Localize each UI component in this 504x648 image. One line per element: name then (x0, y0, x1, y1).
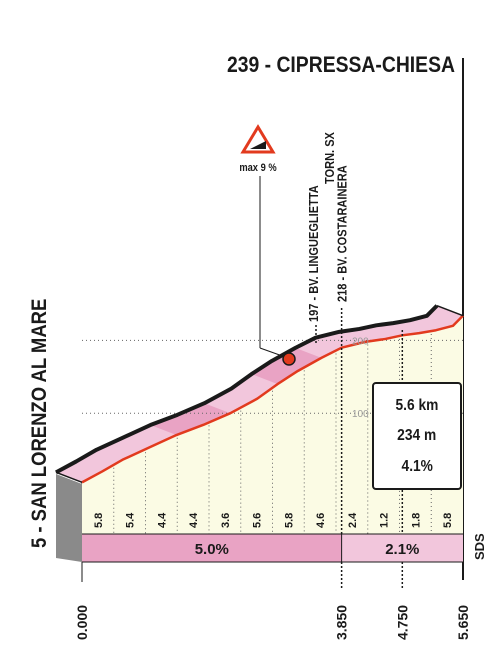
segment-gradient-2: 4.4 (156, 512, 168, 528)
profile-fill (56, 305, 463, 534)
summary-gradient: 4.1% (401, 457, 433, 475)
sector-gradient-label-1: 2.1% (385, 541, 419, 558)
segment-gradient-11: 5.8 (442, 513, 454, 528)
segment-gradient-7: 4.6 (315, 513, 327, 528)
segment-gradient-5: 5.6 (252, 513, 264, 528)
segment-gradient-10: 1.8 (410, 513, 422, 528)
grid-dots (82, 334, 463, 534)
climb-summary-box: 5.6 km 234 m 4.1% (372, 382, 462, 490)
waypoint-label-0: 197 - BV. LINGUEGLIETTA (306, 185, 321, 322)
waypoint-sublabel-0: TORN. SX (322, 132, 337, 184)
segment-gradient-9: 1.2 (379, 513, 391, 528)
segment-gradient-1: 5.4 (125, 512, 137, 528)
distance-label-0: 0.000 (74, 605, 90, 640)
road-front-edge (81, 314, 464, 484)
slope-icon (250, 141, 266, 149)
segment-gradient-labels: 5.8 5.4 4.4 4.4 3.6 5.6 5.8 4.6 2.4 1.2 1.8 5.8 (93, 512, 454, 528)
summary-elevation: 234 m (397, 427, 437, 444)
distance-labels: 0.000 3.850 4.750 5.650 (74, 562, 471, 640)
altitude-label-0: 100 (352, 409, 369, 420)
climb-title: 239 - CIPRESSA-CHIESA (227, 53, 455, 77)
sector-gradient-band: 5.0% 2.1% (82, 534, 463, 562)
segment-gradient-8: 2.4 (347, 512, 359, 528)
sector-band-1 (341, 534, 463, 562)
max-gradient-label: max 9 % (239, 162, 276, 174)
distance-label-1: 3.850 (334, 605, 350, 640)
area-fill-front (82, 315, 463, 534)
segment-gradient-6: 5.8 (283, 513, 295, 528)
sector-band-0 (82, 534, 342, 562)
waypoint-label-1: 218 - BV. COSTARAINERA (335, 165, 350, 302)
segment-gradient-3: 4.4 (188, 512, 200, 528)
start-location-label: 5 - SAN LORENZO AL MARE (28, 299, 51, 548)
road-start-edge (55, 471, 83, 484)
road-end-edge (436, 304, 464, 317)
road-segment-shade-1 (251, 347, 322, 385)
altitude-labels: 100 200 (352, 336, 369, 420)
sds-logo: SDS (472, 533, 487, 560)
segment-gradient-0: 5.8 (93, 513, 105, 528)
sector-gradient-label-0: 5.0% (195, 541, 229, 558)
distance-label-3: 5.650 (455, 605, 471, 640)
road-surface (56, 305, 463, 483)
max-gradient-marker: max 9 % (239, 124, 296, 366)
road-top-edge (55, 304, 439, 475)
altitude-label-1: 200 (352, 336, 369, 347)
road-segment-shade-0 (150, 403, 231, 436)
segment-gradient-4: 3.6 (220, 513, 232, 528)
summary-distance: 5.6 km (395, 396, 439, 414)
start-base-block (56, 474, 82, 562)
road-lines (55, 304, 464, 484)
max-gradient-dot (282, 352, 296, 366)
distance-label-2: 4.750 (394, 605, 410, 640)
